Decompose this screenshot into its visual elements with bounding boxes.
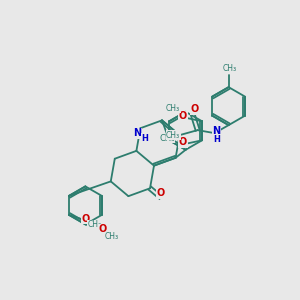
Text: CH₃: CH₃ xyxy=(104,232,118,241)
Text: CH₃: CH₃ xyxy=(159,134,175,143)
Text: O: O xyxy=(157,188,165,198)
Text: CH₃: CH₃ xyxy=(88,220,102,230)
Text: O: O xyxy=(179,111,187,121)
Text: O: O xyxy=(190,104,199,114)
Text: H: H xyxy=(141,134,148,143)
Text: O: O xyxy=(179,137,187,147)
Text: CH₃: CH₃ xyxy=(223,64,237,73)
Text: N: N xyxy=(213,126,221,136)
Text: H: H xyxy=(213,135,220,144)
Text: O: O xyxy=(82,214,90,224)
Text: O: O xyxy=(98,224,106,234)
Text: CH₃: CH₃ xyxy=(166,104,180,113)
Text: CH₃: CH₃ xyxy=(166,131,180,140)
Text: N: N xyxy=(133,128,141,138)
